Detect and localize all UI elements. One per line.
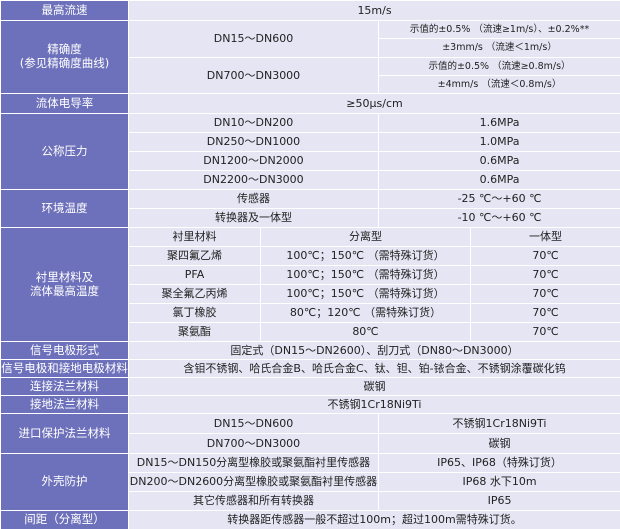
value: ≥50μs/cm bbox=[127, 93, 620, 114]
row: 聚氨酯 80℃ 70℃ bbox=[1, 322, 620, 342]
item: DN2200～DN3000 bbox=[128, 170, 379, 190]
value: 100℃；150℃ （需特殊订货） bbox=[260, 246, 471, 266]
row: 转换器及一体型 -10 ℃～+60 ℃ bbox=[1, 208, 620, 228]
value: IP65、IP68（特殊订货） bbox=[377, 453, 620, 473]
row-label: 进口保护法兰材料 bbox=[0, 413, 129, 454]
item: 其它传感器和所有转换器 bbox=[128, 491, 379, 511]
row-label: 环境温度 bbox=[0, 189, 129, 228]
row-label: 外壳防护 bbox=[0, 453, 129, 511]
item: DN15～DN150分离型橡胶或聚氨酯衬里传感器 bbox=[128, 453, 379, 473]
size: DN15～DN600 bbox=[128, 20, 379, 58]
value: 不锈钢1Cr18Ni9Ti bbox=[127, 395, 620, 414]
value: 70℃ bbox=[469, 322, 620, 342]
spec: 示值的±0.5% （流速≥1m/s）、±0.2%** bbox=[377, 20, 620, 39]
item: DN10～DN200 bbox=[128, 113, 379, 133]
value: 聚全氟乙丙烯 bbox=[128, 284, 261, 304]
row: DN250～DN1000 1.0MPa bbox=[1, 132, 620, 152]
value: 15m/s bbox=[127, 0, 620, 21]
item: DN250～DN1000 bbox=[128, 132, 379, 152]
label-line: 衬里材料及 bbox=[35, 269, 94, 284]
row-label: 连接法兰材料 bbox=[0, 377, 129, 396]
row: DN700～DN3000 碳钢 bbox=[1, 433, 620, 454]
spec: ±3mm/s （流速＜1m/s） bbox=[377, 38, 620, 58]
row: 聚全氟乙丙烯 100℃；150℃ （需特殊订货） 70℃ bbox=[1, 284, 620, 304]
item: DN1200～DN2000 bbox=[128, 151, 379, 171]
value: 0.6MPa bbox=[377, 151, 620, 171]
row: DN1200～DN2000 0.6MPa bbox=[1, 151, 620, 171]
value: 聚四氟乙烯 bbox=[128, 246, 261, 266]
item: 传感器 bbox=[128, 189, 379, 209]
item: DN15～DN600 bbox=[128, 413, 379, 434]
row: 进口保护法兰材料 DN15～DN600 不锈钢1Cr18Ni9Ti bbox=[0, 413, 620, 454]
value: 含钼不锈钢、哈氏合金B、哈氏合金C、钛、钽、铂-铱合金、不锈钢涂覆碳化钨 bbox=[127, 359, 620, 378]
row: DN2200～DN3000 0.6MPa bbox=[1, 170, 620, 190]
item: DN700～DN3000 bbox=[128, 433, 379, 454]
row: ±3mm/s （流速＜1m/s） bbox=[1, 38, 620, 58]
row: 环境温度 传感器 -25 ℃～+60 ℃ bbox=[0, 189, 620, 228]
row: 最高流速 15m/s bbox=[0, 0, 620, 21]
column-header: 衬里材料 bbox=[128, 227, 261, 247]
value: 80℃ bbox=[260, 322, 471, 342]
value: 70℃ bbox=[469, 246, 620, 266]
row-label: 信号电极和接地电极材料 bbox=[0, 359, 129, 378]
row: DN200～DN2600分离型橡胶或聚氨酯衬里传感器 IP68 水下10m bbox=[1, 472, 620, 492]
row-label: 最高流速 bbox=[0, 0, 129, 21]
value: 碳钢 bbox=[127, 377, 620, 396]
value: 碳钢 bbox=[377, 433, 620, 454]
row-label: 公称压力 bbox=[0, 113, 129, 190]
row-label: 流体电导率 bbox=[0, 93, 129, 114]
label-line: (参见精确度曲线) bbox=[19, 56, 110, 70]
value: 聚氨酯 bbox=[128, 322, 261, 342]
value: -25 ℃～+60 ℃ bbox=[377, 189, 620, 209]
row: 接地法兰材料 不锈钢1Cr18Ni9Ti bbox=[0, 395, 620, 414]
value: 100℃；150℃ （需特殊订货） bbox=[260, 284, 471, 304]
column-header: 分离型 bbox=[260, 227, 471, 247]
row: 间距（分离型） 转换器距传感器一般不超过100m；超过100m需特殊订货。 bbox=[0, 510, 620, 529]
value: 100℃；150℃ （需特殊订货） bbox=[260, 265, 471, 285]
value: IP65 bbox=[377, 491, 620, 511]
item: 转换器及一体型 bbox=[128, 208, 379, 228]
label-line: 精确度 bbox=[47, 42, 82, 57]
row: 衬里材料及 流体最高温度 衬里材料 分离型 一体型 bbox=[0, 227, 620, 342]
row: 连接法兰材料 碳钢 bbox=[0, 377, 620, 396]
row-label: 接地法兰材料 bbox=[0, 395, 129, 414]
value: 氯丁橡胶 bbox=[128, 303, 261, 323]
row: 流体电导率 ≥50μs/cm bbox=[0, 93, 620, 114]
item: DN200～DN2600分离型橡胶或聚氨酯衬里传感器 bbox=[128, 472, 379, 492]
column-header: 一体型 bbox=[469, 227, 620, 247]
row-label: 信号电极形式 bbox=[0, 341, 129, 360]
label-line: 流体最高温度 bbox=[30, 283, 99, 298]
row: 信号电极和接地电极材料 含钼不锈钢、哈氏合金B、哈氏合金C、钛、钽、铂-铱合金、不… bbox=[0, 359, 620, 378]
row: 氯丁橡胶 80℃；120℃ （需特殊订货） 70℃ bbox=[1, 303, 620, 323]
value: 1.0MPa bbox=[377, 132, 620, 152]
value: 70℃ bbox=[469, 265, 620, 285]
value: 0.6MPa bbox=[377, 170, 620, 190]
spec: ±4mm/s （流速＜0.8m/s） bbox=[377, 75, 620, 94]
row: 精确度 (参见精确度曲线) DN15～DN600 示值的±0.5% （流速≥1m/s）… bbox=[0, 20, 620, 94]
row: 信号电极形式 固定式（DN15～DN2600）、刮刀式（DN80～DN3000） bbox=[0, 341, 620, 360]
value: 70℃ bbox=[469, 303, 620, 323]
row-label: 衬里材料及 流体最高温度 bbox=[0, 227, 129, 342]
value: PFA bbox=[128, 265, 261, 285]
value: 固定式（DN15～DN2600）、刮刀式（DN80～DN3000） bbox=[127, 341, 620, 360]
value: 不锈钢1Cr18Ni9Ti bbox=[377, 413, 620, 434]
value: 转换器距传感器一般不超过100m；超过100m需特殊订货。 bbox=[127, 510, 620, 529]
value: 1.6MPa bbox=[377, 113, 620, 133]
size: DN700～DN3000 bbox=[128, 57, 379, 94]
row-label: 间距（分离型） bbox=[0, 510, 129, 529]
row: DN700～DN3000 示值的±0.5% （流速≥0.8m/s） bbox=[1, 57, 620, 94]
value: 80℃；120℃ （需特殊订货） bbox=[260, 303, 471, 323]
row: 外壳防护 DN15～DN150分离型橡胶或聚氨酯衬里传感器 IP65、IP68（特殊… bbox=[0, 453, 620, 511]
value: -10 ℃～+60 ℃ bbox=[377, 208, 620, 228]
row: 公称压力 DN10～DN200 1.6MPa bbox=[0, 113, 620, 190]
spec: 示值的±0.5% （流速≥0.8m/s） bbox=[377, 57, 620, 76]
value: IP68 水下10m bbox=[377, 472, 620, 492]
row-label: 精确度 (参见精确度曲线) bbox=[0, 20, 129, 94]
value: 70℃ bbox=[469, 284, 620, 304]
row: PFA 100℃；150℃ （需特殊订货） 70℃ bbox=[1, 265, 620, 285]
